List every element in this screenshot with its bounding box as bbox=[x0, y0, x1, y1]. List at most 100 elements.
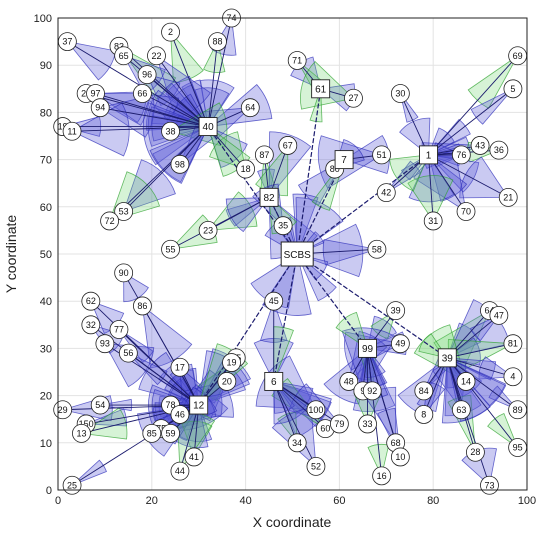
node-label: 19 bbox=[58, 122, 68, 132]
node-label: 77 bbox=[114, 325, 124, 335]
node-marker bbox=[358, 414, 377, 434]
node-label: 150 bbox=[79, 419, 94, 429]
node-link bbox=[100, 107, 209, 128]
node-link bbox=[367, 348, 383, 476]
node-label: 53 bbox=[119, 207, 129, 217]
node-link bbox=[142, 93, 209, 127]
node-marker bbox=[222, 353, 241, 372]
hub-label: 6 bbox=[271, 377, 277, 388]
node-label: 14 bbox=[461, 376, 471, 386]
node-marker bbox=[161, 239, 180, 259]
node-label: 47 bbox=[494, 310, 504, 320]
node-label: 38 bbox=[166, 126, 176, 136]
node-label: 89 bbox=[513, 405, 523, 415]
node-label: 16 bbox=[377, 471, 387, 481]
x-tick-label: 40 bbox=[239, 495, 251, 507]
node-link bbox=[179, 404, 200, 472]
node-label: 78 bbox=[166, 400, 176, 410]
node-label: 30 bbox=[395, 89, 405, 99]
node-link bbox=[156, 55, 209, 127]
node-marker bbox=[161, 121, 180, 141]
node-label: 66 bbox=[137, 89, 147, 99]
node-marker bbox=[81, 291, 101, 311]
node-link bbox=[128, 352, 199, 406]
node-label: 72 bbox=[105, 216, 115, 226]
node-marker bbox=[114, 202, 134, 221]
y-tick-label: 100 bbox=[34, 13, 52, 25]
node-marker bbox=[287, 433, 307, 453]
node-label: 44 bbox=[175, 466, 185, 476]
node-link bbox=[399, 93, 429, 156]
node-label: 20 bbox=[222, 376, 232, 386]
node-label: 21 bbox=[503, 192, 513, 202]
node-link bbox=[123, 126, 209, 212]
node-marker bbox=[142, 423, 162, 443]
node-marker bbox=[273, 216, 293, 236]
node-link bbox=[118, 45, 209, 127]
node-label: 23 bbox=[203, 225, 213, 235]
node-link bbox=[446, 357, 518, 448]
node-link bbox=[207, 17, 232, 127]
node-label: 58 bbox=[372, 244, 382, 254]
node-marker bbox=[208, 32, 227, 51]
node-label: 87 bbox=[259, 150, 269, 160]
node-label: 4 bbox=[510, 372, 515, 382]
node-marker bbox=[114, 46, 134, 66]
node-marker bbox=[503, 367, 523, 387]
node-link bbox=[428, 88, 514, 156]
node-link bbox=[207, 41, 218, 127]
node-link bbox=[170, 196, 270, 250]
node-marker bbox=[362, 381, 382, 401]
node-link bbox=[146, 74, 209, 127]
node-label: 32 bbox=[86, 320, 96, 330]
node-label: 85 bbox=[147, 428, 157, 438]
hub-label: 82 bbox=[263, 193, 275, 204]
hub-label: 40 bbox=[203, 122, 215, 133]
node-link bbox=[447, 357, 514, 378]
hub-link bbox=[296, 253, 448, 359]
node-label: 31 bbox=[428, 216, 438, 226]
hub-label: 7 bbox=[341, 155, 347, 166]
node-marker bbox=[137, 65, 157, 85]
node-label: 63 bbox=[456, 405, 466, 415]
node-marker bbox=[414, 405, 434, 424]
node-label: 88 bbox=[212, 37, 222, 47]
node-link bbox=[428, 154, 509, 198]
node-marker bbox=[118, 343, 138, 363]
node-label: 34 bbox=[292, 438, 302, 448]
node-label: 59 bbox=[166, 428, 176, 438]
y-tick-label: 40 bbox=[40, 296, 52, 308]
node-link bbox=[428, 55, 518, 156]
node-label: 62 bbox=[86, 296, 96, 306]
node-label: 92 bbox=[367, 386, 377, 396]
x-tick-label: 60 bbox=[333, 495, 345, 507]
x-tick-label: 20 bbox=[146, 495, 158, 507]
node-label: 98 bbox=[175, 159, 185, 169]
node-label: 70 bbox=[461, 207, 471, 217]
node-marker bbox=[451, 400, 471, 420]
node-marker bbox=[133, 296, 152, 316]
node-label: 8 bbox=[421, 409, 426, 419]
node-label: 76 bbox=[456, 150, 466, 160]
node-label: 83 bbox=[114, 41, 124, 51]
node-label: 71 bbox=[292, 55, 302, 65]
node-marker bbox=[161, 22, 180, 42]
node-marker bbox=[372, 466, 392, 486]
node-marker bbox=[81, 315, 101, 335]
node-label: 35 bbox=[278, 221, 288, 231]
node-label: 95 bbox=[513, 443, 523, 453]
node-link bbox=[428, 154, 434, 221]
node-marker bbox=[161, 423, 180, 443]
node-label: 84 bbox=[419, 386, 429, 396]
plot-frame bbox=[57, 17, 528, 491]
node-link bbox=[273, 381, 298, 443]
y-tick-label: 80 bbox=[40, 107, 52, 119]
node-label: 18 bbox=[241, 164, 251, 174]
node-link bbox=[95, 93, 209, 127]
node-marker bbox=[184, 447, 204, 467]
node-label: 48 bbox=[344, 376, 354, 386]
node-label: 65 bbox=[119, 51, 129, 61]
hub-marker bbox=[419, 145, 438, 165]
node-link bbox=[446, 357, 490, 486]
node-label: 36 bbox=[494, 145, 504, 155]
